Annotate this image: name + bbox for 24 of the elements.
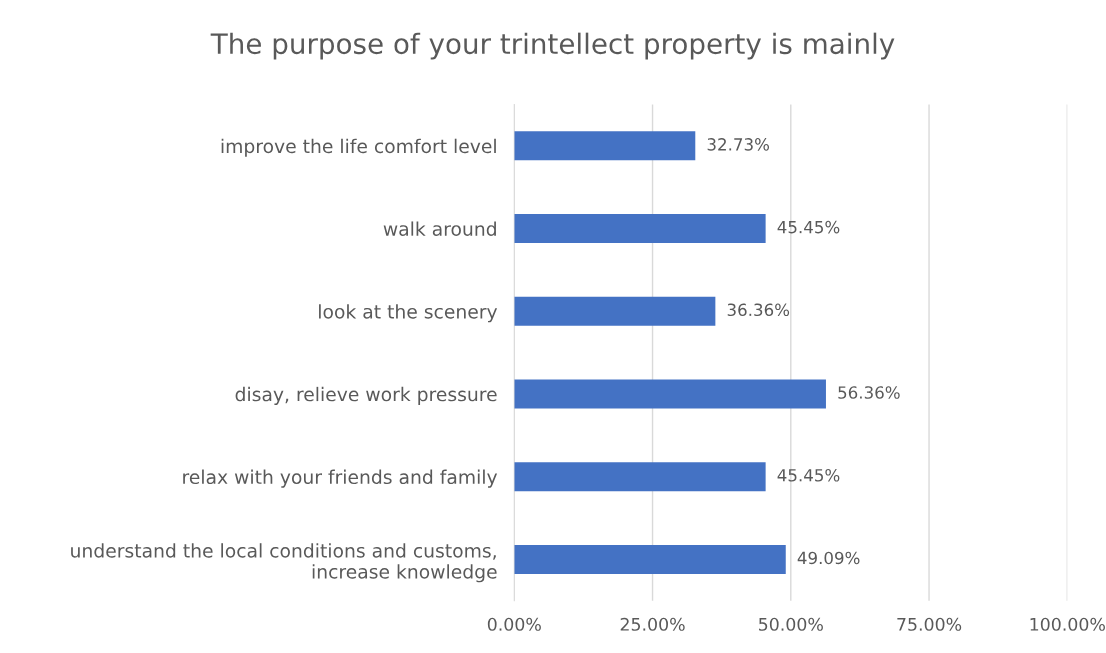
bar xyxy=(514,544,786,574)
x-tick-label: 25.00% xyxy=(620,617,685,631)
data-label: 56.36% xyxy=(838,386,900,399)
bar xyxy=(514,379,826,409)
data-label: 32.73% xyxy=(707,138,770,151)
y-tick-label: look at the scenery xyxy=(319,304,498,323)
x-tick-label: 50.00% xyxy=(759,617,823,631)
data-label: 45.45% xyxy=(777,468,840,482)
x-tick-label: 75.00% xyxy=(897,617,962,631)
data-label: 49.09% xyxy=(797,551,860,565)
data-label: 45.45% xyxy=(777,220,840,234)
bar xyxy=(514,214,766,244)
bar xyxy=(514,462,766,492)
y-tick-label: understand the local conditions and customs, increase knowledge xyxy=(71,543,497,583)
x-tick-label: 0.00% xyxy=(487,617,541,631)
bar xyxy=(514,296,716,326)
x-tick-label: 100.00% xyxy=(1030,617,1105,631)
data-label: 36.36% xyxy=(727,303,790,317)
chart-title: The purpose of your trintellect property is mainly xyxy=(210,32,895,60)
y-tick-label: walk around xyxy=(383,221,496,236)
y-tick-label: improve the life comfort level xyxy=(221,138,496,157)
y-tick-label: disay, relieve work pressure xyxy=(235,386,497,405)
bar xyxy=(514,131,696,161)
y-tick-label: relax with your friends and family xyxy=(183,469,498,488)
